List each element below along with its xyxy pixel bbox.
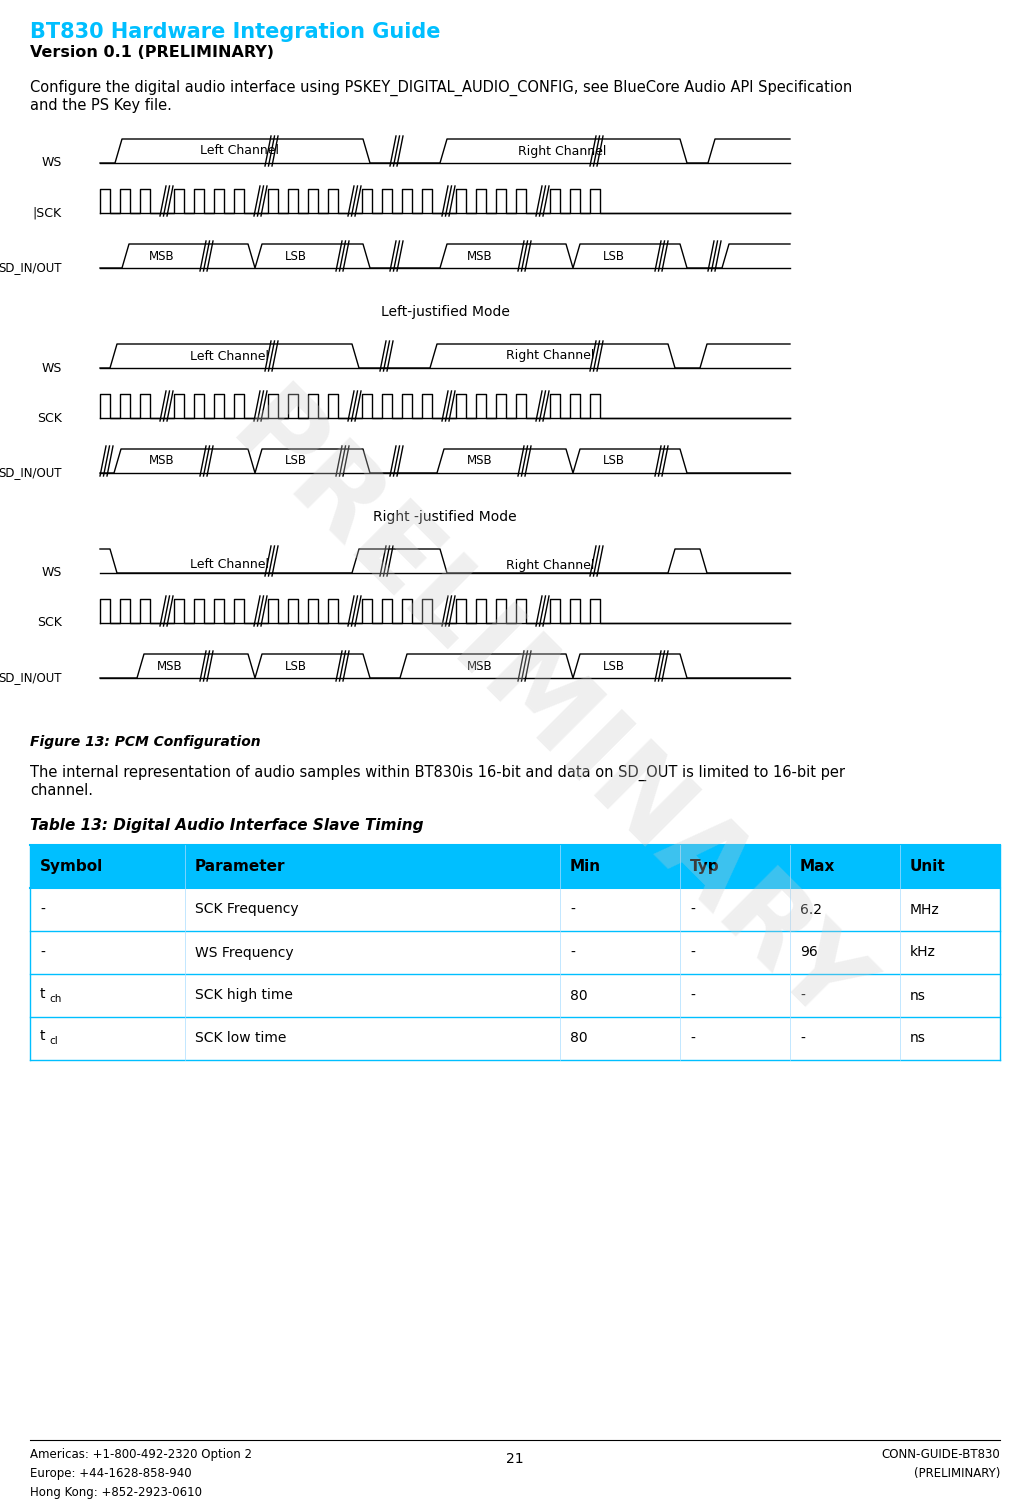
- Text: Right Channel: Right Channel: [518, 144, 607, 158]
- Text: kHz: kHz: [909, 946, 936, 960]
- Text: Version 0.1 (PRELIMINARY): Version 0.1 (PRELIMINARY): [30, 45, 274, 60]
- Text: -: -: [690, 1032, 695, 1045]
- Text: LSB: LSB: [603, 659, 625, 672]
- Text: WS: WS: [41, 361, 62, 374]
- Text: SD_IN/OUT: SD_IN/OUT: [0, 671, 62, 684]
- Text: WS Frequency: WS Frequency: [195, 946, 294, 960]
- Text: ns: ns: [909, 988, 926, 1003]
- Text: -: -: [800, 988, 804, 1003]
- Text: Americas: +1-800-492-2320 Option 2
Europe: +44-1628-858-940
Hong Kong: +852-2923: Americas: +1-800-492-2320 Option 2 Europ…: [30, 1448, 252, 1504]
- Text: BT830 Hardware Integration Guide: BT830 Hardware Integration Guide: [30, 23, 441, 42]
- Text: Left Channel: Left Channel: [191, 349, 270, 362]
- Text: t: t: [40, 987, 45, 1000]
- Text: SCK low time: SCK low time: [195, 1032, 286, 1045]
- Text: LSB: LSB: [603, 250, 625, 263]
- Text: SCK high time: SCK high time: [195, 988, 293, 1003]
- Text: and the PS Key file.: and the PS Key file.: [30, 98, 172, 113]
- Text: Typ: Typ: [690, 859, 720, 874]
- Text: LSB: LSB: [603, 454, 625, 468]
- Text: Right Channel: Right Channel: [506, 349, 594, 362]
- Text: t: t: [40, 1030, 45, 1044]
- Text: Right -justified Mode: Right -justified Mode: [373, 510, 517, 523]
- Text: Left-justified Mode: Left-justified Mode: [380, 305, 510, 319]
- Text: Configure the digital audio interface using PSKEY_DIGITAL_AUDIO_CONFIG, see Blue: Configure the digital audio interface us…: [30, 80, 852, 96]
- Text: Max: Max: [800, 859, 835, 874]
- Text: Table 13: Digital Audio Interface Slave Timing: Table 13: Digital Audio Interface Slave …: [30, 818, 423, 833]
- Text: ch: ch: [49, 994, 62, 1003]
- Text: -: -: [800, 1032, 804, 1045]
- Text: |SCK: |SCK: [33, 206, 62, 220]
- FancyBboxPatch shape: [30, 845, 1000, 887]
- Text: Unit: Unit: [909, 859, 946, 874]
- Text: LSB: LSB: [285, 250, 307, 263]
- Text: 96: 96: [800, 946, 818, 960]
- Text: SCK Frequency: SCK Frequency: [195, 902, 299, 916]
- Text: SCK: SCK: [37, 617, 62, 630]
- Text: 6.2: 6.2: [800, 902, 822, 916]
- Text: SCK: SCK: [37, 412, 62, 424]
- Text: -: -: [40, 946, 45, 960]
- Text: -: -: [40, 902, 45, 916]
- Text: SD_IN/OUT: SD_IN/OUT: [0, 466, 62, 480]
- Text: Parameter: Parameter: [195, 859, 285, 874]
- Text: ns: ns: [909, 1032, 926, 1045]
- Text: Left Channel: Left Channel: [191, 558, 270, 572]
- Text: MSB: MSB: [149, 454, 175, 468]
- Text: -: -: [570, 902, 575, 916]
- Text: 80: 80: [570, 1032, 588, 1045]
- Text: MSB: MSB: [149, 250, 175, 263]
- Text: cl: cl: [49, 1036, 58, 1047]
- Text: Figure 13: PCM Configuration: Figure 13: PCM Configuration: [30, 735, 261, 749]
- Text: -: -: [690, 902, 695, 916]
- Text: LSB: LSB: [285, 659, 307, 672]
- Text: PRELIMINARY: PRELIMINARY: [209, 378, 883, 1051]
- Text: -: -: [690, 988, 695, 1003]
- Text: -: -: [570, 946, 575, 960]
- Text: Left Channel: Left Channel: [201, 144, 279, 158]
- Text: MHz: MHz: [909, 902, 939, 916]
- Text: WS: WS: [41, 567, 62, 579]
- Text: Min: Min: [570, 859, 602, 874]
- Text: The internal representation of audio samples within BT830is 16-bit and data on S: The internal representation of audio sam…: [30, 766, 845, 781]
- Text: WS: WS: [41, 156, 62, 170]
- Text: CONN-GUIDE-BT830
(PRELIMINARY): CONN-GUIDE-BT830 (PRELIMINARY): [882, 1448, 1000, 1480]
- Text: Symbol: Symbol: [40, 859, 103, 874]
- Text: 80: 80: [570, 988, 588, 1003]
- Text: MSB: MSB: [468, 250, 492, 263]
- Text: MSB: MSB: [468, 659, 492, 672]
- Text: MSB: MSB: [468, 454, 492, 468]
- Text: MSB: MSB: [158, 659, 182, 672]
- Text: LSB: LSB: [285, 454, 307, 468]
- Text: -: -: [690, 946, 695, 960]
- Text: channel.: channel.: [30, 784, 93, 799]
- Text: SD_IN/OUT: SD_IN/OUT: [0, 262, 62, 275]
- Text: Right Channel: Right Channel: [506, 558, 594, 572]
- Text: 21: 21: [506, 1451, 524, 1466]
